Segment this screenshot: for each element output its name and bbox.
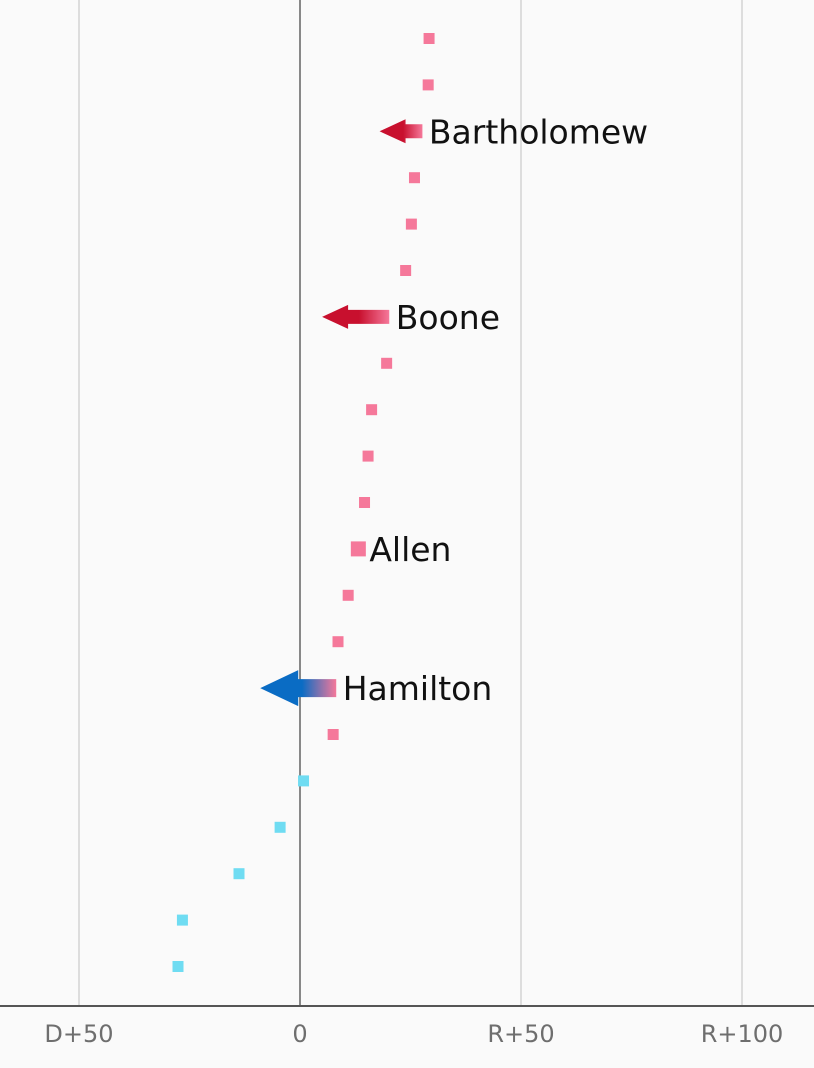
data-point bbox=[422, 79, 434, 91]
county-label: Hamilton bbox=[343, 669, 493, 708]
data-point bbox=[359, 497, 371, 508]
data-point bbox=[176, 914, 188, 926]
x-axis: D+50 0 R+50 R+100 bbox=[0, 1005, 814, 1048]
data-point bbox=[408, 172, 420, 184]
data-point bbox=[366, 404, 378, 416]
data-point bbox=[405, 218, 417, 230]
data-point bbox=[381, 357, 393, 369]
data-point bbox=[342, 589, 354, 601]
gridlines bbox=[78, 0, 743, 1006]
x-tick-label: R+50 bbox=[487, 1020, 554, 1048]
data-point bbox=[172, 961, 184, 972]
x-tick-label: D+50 bbox=[44, 1020, 113, 1048]
data-point bbox=[362, 450, 374, 462]
x-tick-label: 0 bbox=[292, 1020, 307, 1048]
shift-arrow bbox=[260, 670, 337, 707]
county-labels: Bartholomew Boone Allen Hamilton bbox=[343, 112, 648, 708]
data-point bbox=[233, 868, 245, 880]
data-points bbox=[172, 33, 435, 972]
county-label: Bartholomew bbox=[429, 112, 648, 151]
data-point bbox=[423, 33, 435, 44]
shift-arrow bbox=[322, 304, 390, 329]
data-point bbox=[350, 541, 366, 557]
county-label: Allen bbox=[369, 530, 451, 569]
data-point bbox=[327, 729, 339, 740]
shift-arrows bbox=[260, 119, 423, 707]
data-point bbox=[332, 636, 344, 648]
data-point bbox=[400, 265, 412, 276]
data-point bbox=[274, 821, 286, 833]
county-label: Boone bbox=[396, 298, 500, 337]
data-point bbox=[298, 775, 310, 787]
shift-arrow bbox=[379, 119, 423, 144]
x-tick-label: R+100 bbox=[701, 1020, 784, 1048]
